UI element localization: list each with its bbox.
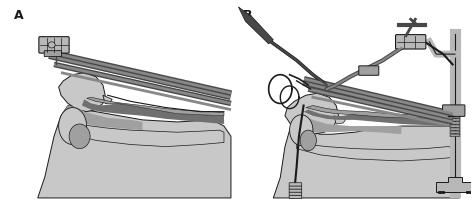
FancyBboxPatch shape <box>395 35 426 49</box>
Polygon shape <box>82 99 224 124</box>
FancyBboxPatch shape <box>359 66 379 75</box>
FancyBboxPatch shape <box>289 186 302 189</box>
Polygon shape <box>273 120 460 198</box>
FancyBboxPatch shape <box>450 119 460 121</box>
Ellipse shape <box>59 108 87 145</box>
Polygon shape <box>297 116 401 134</box>
FancyBboxPatch shape <box>289 183 302 186</box>
Text: A: A <box>14 9 24 22</box>
FancyBboxPatch shape <box>450 128 460 130</box>
Polygon shape <box>238 7 273 44</box>
FancyBboxPatch shape <box>450 122 460 124</box>
Circle shape <box>48 42 55 48</box>
Polygon shape <box>59 73 105 112</box>
FancyBboxPatch shape <box>289 195 302 198</box>
FancyBboxPatch shape <box>39 37 69 53</box>
FancyBboxPatch shape <box>450 116 460 118</box>
FancyBboxPatch shape <box>450 134 460 137</box>
FancyBboxPatch shape <box>44 51 62 57</box>
FancyBboxPatch shape <box>289 189 302 192</box>
FancyBboxPatch shape <box>450 125 460 127</box>
Polygon shape <box>103 95 112 103</box>
Polygon shape <box>334 116 346 124</box>
Polygon shape <box>61 106 143 130</box>
Polygon shape <box>87 97 224 116</box>
Polygon shape <box>436 177 471 192</box>
FancyBboxPatch shape <box>289 192 302 195</box>
Polygon shape <box>303 110 448 126</box>
Ellipse shape <box>300 130 316 151</box>
Ellipse shape <box>69 124 90 149</box>
Polygon shape <box>61 120 224 147</box>
Text: B: B <box>243 9 253 22</box>
Polygon shape <box>306 106 453 119</box>
FancyBboxPatch shape <box>450 131 460 133</box>
Polygon shape <box>38 106 231 198</box>
Polygon shape <box>297 141 460 161</box>
Ellipse shape <box>290 115 313 146</box>
Polygon shape <box>285 93 338 134</box>
FancyBboxPatch shape <box>443 105 465 116</box>
